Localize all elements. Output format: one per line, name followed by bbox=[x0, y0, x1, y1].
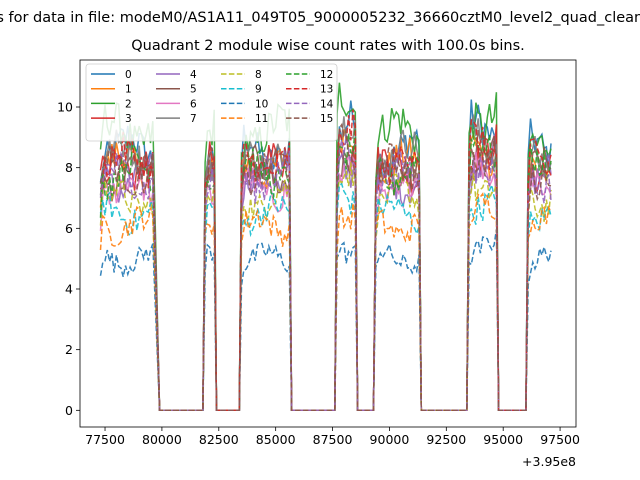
legend-label-13: 13 bbox=[320, 84, 333, 96]
legend-box bbox=[85, 63, 338, 142]
legend-label-14: 14 bbox=[320, 98, 334, 110]
y-tick-label: 10 bbox=[57, 100, 73, 115]
legend-label-8: 8 bbox=[255, 69, 262, 81]
legend-label-2: 2 bbox=[125, 98, 132, 110]
y-tick-label: 2 bbox=[65, 342, 73, 357]
chart-title: Quadrant 2 module wise count rates with … bbox=[131, 38, 525, 54]
legend-label-11: 11 bbox=[255, 113, 268, 125]
x-tick-label: 95000 bbox=[483, 432, 523, 447]
legend-label-0: 0 bbox=[125, 69, 132, 81]
legend-label-15: 15 bbox=[320, 113, 333, 125]
y-tick-label: 6 bbox=[65, 221, 73, 236]
x-tick-label: 82500 bbox=[199, 432, 239, 447]
legend-label-10: 10 bbox=[255, 98, 268, 110]
plot-lines bbox=[99, 82, 552, 412]
figure-suptitle: Plots for data in file: modeM0/AS1A11_04… bbox=[0, 10, 640, 26]
series-line-13 bbox=[99, 109, 552, 412]
legend-label-5: 5 bbox=[190, 84, 197, 96]
legend-label-4: 4 bbox=[190, 69, 197, 81]
y-tick-label: 8 bbox=[65, 160, 73, 175]
series-line-11 bbox=[99, 192, 552, 412]
y-tick-label: 4 bbox=[65, 281, 73, 296]
legend-label-1: 1 bbox=[125, 84, 132, 96]
x-tick-label: 77500 bbox=[85, 432, 125, 447]
legend-label-6: 6 bbox=[190, 98, 197, 110]
series-line-1 bbox=[99, 128, 552, 412]
x-tick-label: 87500 bbox=[313, 432, 353, 447]
legend-label-12: 12 bbox=[320, 69, 333, 81]
y-tick-label: 0 bbox=[65, 403, 73, 418]
series-line-15 bbox=[99, 122, 552, 412]
x-tick-label: 97500 bbox=[540, 432, 580, 447]
legend-label-7: 7 bbox=[190, 113, 197, 125]
legend-label-3: 3 bbox=[125, 113, 132, 125]
x-offset-label: +3.95e8 bbox=[522, 454, 576, 469]
x-tick-label: 85000 bbox=[256, 432, 296, 447]
legend-label-9: 9 bbox=[255, 84, 262, 96]
plot-frame bbox=[79, 59, 577, 428]
x-tick-label: 80000 bbox=[142, 432, 182, 447]
x-tick-label: 92500 bbox=[426, 432, 466, 447]
axes: 77500 80000 82500 85000 87500 90000 92500 95000… bbox=[57, 59, 580, 447]
series-line-6 bbox=[99, 151, 552, 412]
series-line-9 bbox=[99, 182, 552, 412]
series-line-10 bbox=[99, 229, 552, 412]
x-tick-label: 90000 bbox=[370, 432, 410, 447]
series-line-8 bbox=[99, 162, 552, 412]
